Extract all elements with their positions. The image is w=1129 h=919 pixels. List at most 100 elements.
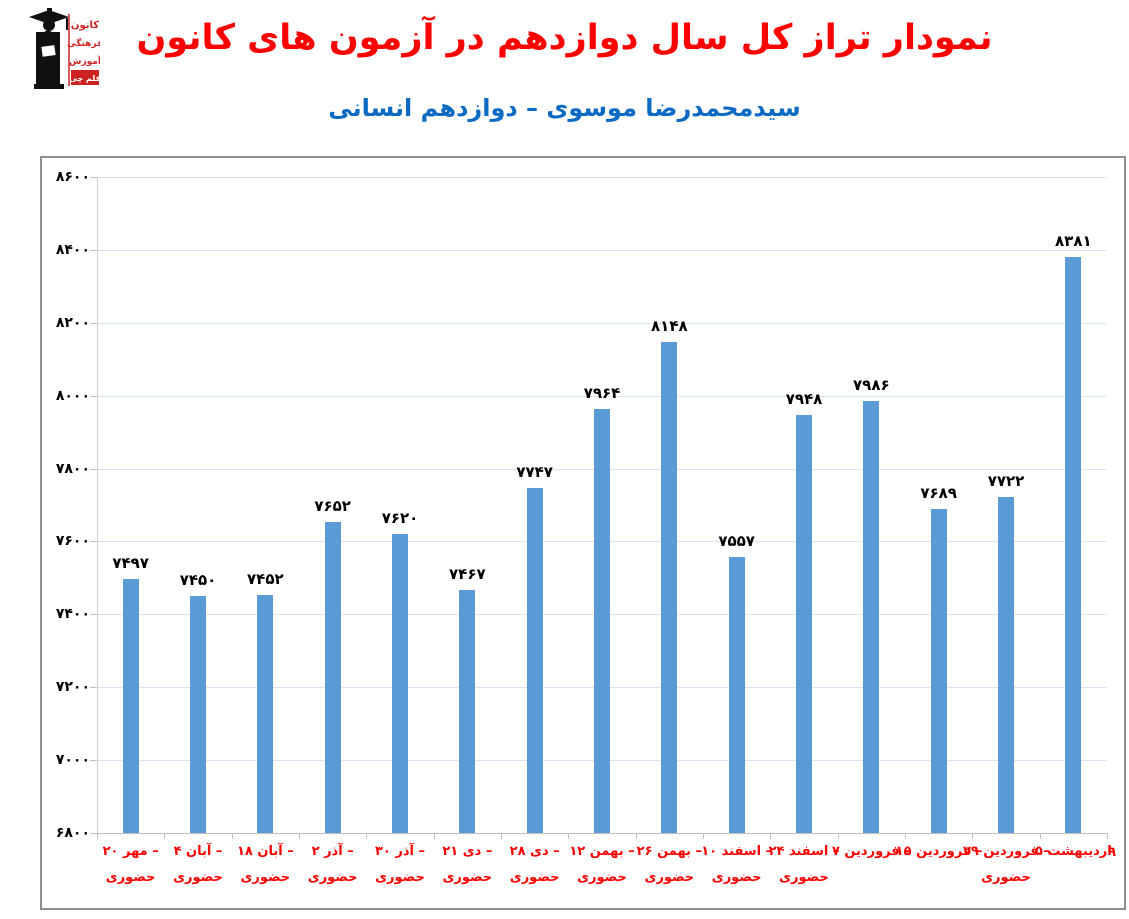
logo-badge: [71, 70, 99, 85]
y-axis-label: ۷۶۰۰: [55, 533, 90, 550]
bar-value-label: ۷۴۹۷: [112, 553, 149, 572]
bar-value-label: ۷۶۵۲: [314, 497, 351, 516]
bar-value-label: ۷۹۴۸: [785, 389, 823, 408]
x-axis-label: ۱۲ بهمن –: [569, 844, 635, 859]
x-axis-tick: [568, 833, 570, 839]
x-axis-tick: [703, 833, 704, 839]
y-axis-tick: [90, 541, 97, 543]
x-axis-label: ۳۰ آذر –: [374, 844, 426, 859]
x-axis-label: ۲۹ فروردین –: [963, 844, 1050, 859]
bar: [526, 487, 543, 833]
bar: [728, 557, 745, 833]
bar: [324, 522, 341, 833]
x-axis-label: ۲۴ اسفند –: [768, 844, 840, 859]
x-axis-sublabel: حضوری: [240, 870, 291, 885]
y-axis-tick: [90, 760, 97, 762]
bar-value-label: ۸۳۸۱: [1055, 231, 1092, 250]
gridline: [97, 249, 1107, 251]
x-axis-sublabel: حضوری: [577, 870, 627, 885]
logo-badge-text: قلم چی: [69, 74, 100, 83]
x-axis-sublabel: حضوری: [173, 870, 223, 885]
x-axis-tick: [770, 833, 772, 839]
x-axis-tick: [905, 833, 906, 839]
kanoon-logo: کانون فرهنگی آموزش قلم چی: [24, 6, 100, 92]
y-axis-label: ۷۴۰۰: [55, 606, 90, 623]
x-axis-tick: [299, 833, 300, 839]
bar: [661, 341, 678, 833]
y-axis-label: ۶۸۰۰: [55, 825, 90, 841]
x-axis-label: ۲۱ دی –: [442, 844, 493, 859]
bar: [863, 400, 880, 833]
x-axis-sublabel: حضوری: [509, 870, 560, 885]
chart-subtitle: سیدمحمدرضا موسوی – دوازدهم انسانی: [328, 94, 801, 122]
x-axis-tick: [837, 833, 839, 839]
x-axis-tick: [366, 833, 368, 839]
y-axis-tick: [90, 687, 97, 689]
y-axis-tick: [90, 468, 97, 470]
y-axis-label: ۸۶۰۰: [55, 169, 90, 185]
logo-word-1: کانون: [71, 20, 99, 31]
y-axis-label: ۸۴۰۰: [55, 241, 90, 258]
bar: [190, 596, 206, 833]
x-axis-tick: [972, 833, 974, 839]
bar-value-label: ۷۶۸۹: [920, 484, 957, 502]
bar-value-label: ۷۴۵۰: [179, 571, 217, 590]
y-axis-tick: [90, 322, 97, 324]
x-axis-label: ۲۸ دی –: [509, 844, 560, 859]
y-axis-tick: [90, 395, 97, 397]
gridline: [97, 395, 1107, 397]
x-axis-line: [97, 833, 1107, 834]
bar-value-label: ۷۹۶۴: [583, 383, 621, 402]
x-axis-label: ۵ اردیبهشت: [1034, 844, 1112, 859]
bar-value-label: ۷۵۵۷: [718, 532, 755, 551]
x-axis-tick: [231, 833, 233, 839]
bar: [594, 408, 610, 833]
bar-value-label: ۷۷۴۷: [516, 462, 553, 481]
x-axis-tick: [501, 833, 502, 839]
chart-frame: ۶۸۰۰ ۷۰۰۰ ۷۲۰۰ ۷۴۰۰ ۷۶۰۰ ۷۸۰۰ ۸۰۰۰ ۸۲۰۰ ۸۴۰۰ ۸۶۰۰…: [40, 156, 1126, 910]
x-axis-sublabel: حضوری: [981, 870, 1031, 885]
bar-value-label: ۷۶۲۰: [381, 509, 419, 528]
x-axis-label: ۲۶ بهمن –: [636, 844, 702, 859]
bar-value-label: ۸۱۴۸: [651, 316, 688, 335]
x-axis-tick: [97, 833, 98, 839]
y-axis-label: ۷۰۰۰: [55, 752, 90, 769]
stray-digit: ۹: [1108, 845, 1116, 860]
bar: [930, 509, 947, 833]
x-axis-label: ۴ آبان –: [173, 844, 223, 859]
x-axis-sublabel: حضوری: [307, 870, 358, 885]
x-axis-sublabel: حضوری: [105, 870, 156, 885]
bar-value-label: ۷۴۵۲: [247, 570, 284, 589]
x-axis-tick: [635, 833, 637, 839]
x-axis-sublabel: حضوری: [711, 870, 762, 885]
x-axis-label: ۲ آذر –: [311, 844, 354, 859]
bar: [998, 496, 1014, 833]
bar: [122, 578, 139, 833]
x-axis-label: ۷ فروردین –: [831, 844, 911, 859]
y-axis-tick: [90, 177, 97, 178]
bar-value-label: ۷۷۲۲: [987, 471, 1025, 490]
x-axis-sublabel: حضوری: [442, 870, 493, 885]
bar: [459, 589, 476, 833]
x-axis-tick: [164, 833, 166, 839]
x-axis-tick: [1039, 833, 1041, 839]
x-axis-label: ۱۰ اسفند –: [701, 844, 773, 859]
bar: [392, 534, 408, 833]
y-axis-label: ۷۲۰۰: [55, 679, 90, 696]
bar: [257, 595, 274, 833]
y-axis-label: ۷۸۰۰: [55, 460, 90, 477]
y-axis-tick: [90, 249, 97, 251]
y-axis-label: ۸۰۰۰: [55, 387, 90, 404]
y-axis-tick: [90, 614, 97, 616]
gridline: [97, 322, 1107, 324]
x-axis-tick: [1107, 833, 1108, 839]
chart-title: نمودار تراز کل سال دوازدهم در آزمون های …: [136, 18, 993, 58]
x-axis-tick: [433, 833, 435, 839]
x-axis-label: ۱۸ آبان –: [236, 844, 294, 859]
logo-word-2: فرهنگی: [67, 37, 100, 49]
gridline: [97, 177, 1107, 178]
x-axis-label: ۱۵ فروردین –: [895, 844, 983, 859]
y-axis-label: ۸۲۰۰: [55, 314, 90, 331]
bar: [1065, 256, 1082, 833]
